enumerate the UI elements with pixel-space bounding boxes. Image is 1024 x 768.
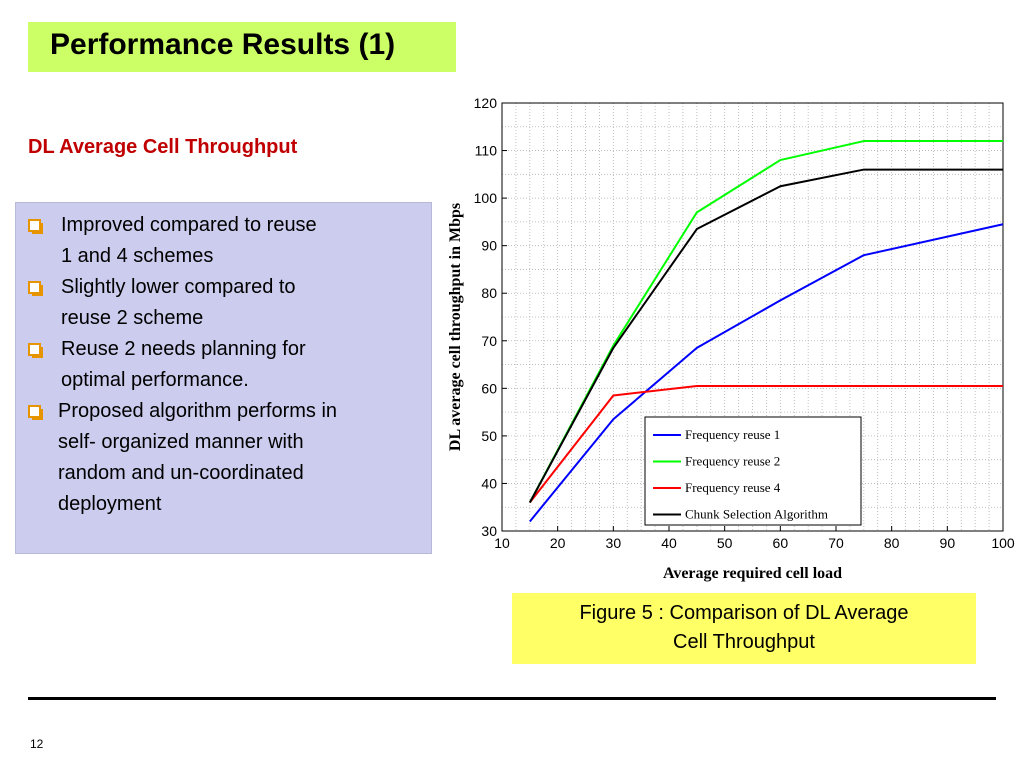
caption-line: Figure 5 : Comparison of DL Average <box>579 602 909 624</box>
x-tick-label: 10 <box>494 535 510 551</box>
y-tick-label: 80 <box>481 285 497 301</box>
footer-divider <box>28 697 996 700</box>
page-number: 12 <box>30 737 44 751</box>
legend-label: Frequency reuse 1 <box>685 427 780 442</box>
y-tick-label: 90 <box>481 238 497 254</box>
title-box: Performance Results (1) <box>28 22 456 72</box>
x-tick-label: 60 <box>773 535 789 551</box>
slide-title: Performance Results (1) <box>50 28 396 61</box>
bullet-line: Proposed algorithm performs in <box>58 400 338 422</box>
legend-label: Chunk Selection Algorithm <box>685 507 828 522</box>
y-tick-label: 100 <box>474 190 498 206</box>
checkbox-bullet-icon <box>28 219 43 234</box>
bullet-line: optimal performance. <box>61 369 249 391</box>
legend-label: Frequency reuse 2 <box>685 454 780 469</box>
bullet-item: Slightly lower compared to reuse 2 schem… <box>28 272 296 334</box>
chart-series <box>528 140 1004 523</box>
bullet-line: deployment <box>58 493 162 515</box>
x-tick-label: 80 <box>884 535 900 551</box>
bullet-box: Improved compared to reuse 1 and 4 schem… <box>15 202 432 554</box>
series-line-chunk-selection-algorithm <box>528 168 1003 503</box>
x-tick-label: 100 <box>991 535 1015 551</box>
checkbox-bullet-icon <box>28 405 43 420</box>
bullet-line: reuse 2 scheme <box>61 307 204 329</box>
axis-ticks: 10 20 30 40 50 60 70 80 90 100 30 40 50 60 70 80 90 100 11… <box>474 95 1015 551</box>
y-tick-label: 60 <box>481 380 497 396</box>
y-tick-label: 30 <box>481 523 497 539</box>
y-tick-label: 110 <box>475 143 498 159</box>
x-tick-label: 90 <box>940 535 956 551</box>
bullet-line: Improved compared to reuse <box>61 214 317 236</box>
y-tick-label: 120 <box>474 95 498 111</box>
throughput-line-chart: 10 20 30 40 50 60 70 80 90 100 30 40 50 60 70 80 90 100 11… <box>447 95 1015 582</box>
bullet-item: Improved compared to reuse 1 and 4 schem… <box>28 210 317 272</box>
x-tick-label: 20 <box>550 535 566 551</box>
bullet-item: Proposed algorithm performs in self- org… <box>28 396 337 520</box>
checkbox-bullet-icon <box>28 343 43 358</box>
slide-subtitle: DL Average Cell Throughput <box>28 136 298 158</box>
legend-label: Frequency reuse 4 <box>685 480 781 495</box>
y-tick-label: 70 <box>481 333 497 349</box>
y-tick-label: 50 <box>481 428 497 444</box>
series-line-frequency-reuse-4 <box>529 384 1003 504</box>
bullet-line: Reuse 2 needs planning for <box>61 338 306 360</box>
bullet-line: Slightly lower compared to <box>61 276 296 298</box>
x-tick-label: 70 <box>828 535 844 551</box>
checkbox-bullet-icon <box>28 281 43 296</box>
x-tick-label: 50 <box>717 535 733 551</box>
x-tick-label: 30 <box>606 535 622 551</box>
chart-legend: Frequency reuse 1 Frequency reuse 2 Freque… <box>644 416 862 526</box>
x-axis-label: Average required cell load <box>663 565 842 582</box>
y-tick-label: 40 <box>481 475 497 491</box>
x-tick-label: 40 <box>661 535 677 551</box>
series-line-frequency-reuse-1 <box>529 223 1004 523</box>
caption-line: Cell Throughput <box>673 631 815 653</box>
figure-caption: Figure 5 : Comparison of DL Average Cell… <box>512 593 976 664</box>
bullet-line: self- organized manner with <box>58 431 304 453</box>
y-axis-label: DL average cell throughput in Mbps <box>447 203 464 451</box>
bullet-line: random and un-coordinated <box>58 462 304 484</box>
bullet-item: Reuse 2 needs planning for optimal perfo… <box>28 334 306 396</box>
plot-area-frame <box>501 102 1004 532</box>
bullet-line: 1 and 4 schemes <box>61 245 214 267</box>
